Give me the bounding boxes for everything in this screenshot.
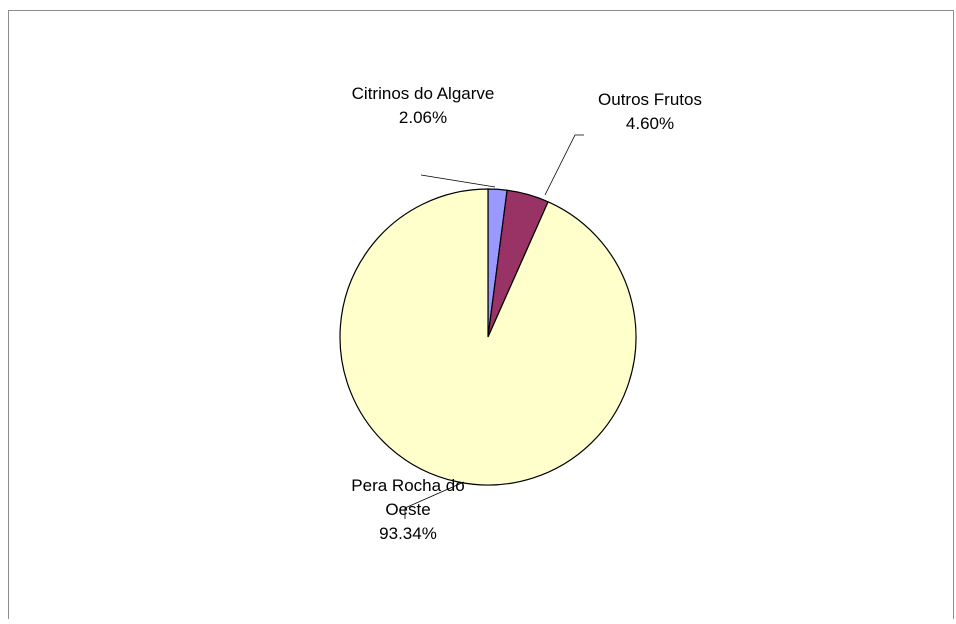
- slice-name-label: Pera Rocha do: [351, 476, 464, 495]
- leader-line: [404, 481, 465, 519]
- pie-chart: Citrinos do Algarve 2.06% Outros Frutos 4.6…: [339, 84, 702, 543]
- slice-name-label: Citrinos do Algarve: [352, 84, 495, 103]
- slice-label: Citrinos do Algarve 2.06%: [352, 84, 495, 127]
- slice-label: Outros Frutos 4.60%: [598, 90, 702, 133]
- leader-line: [544, 134, 584, 196]
- chart-area: Citrinos do Algarve 2.06% Outros Frutos 4.6…: [8, 10, 954, 619]
- slice-name-label: Outros Frutos: [598, 90, 702, 109]
- slice-value-label: 2.06%: [399, 108, 447, 127]
- pie-slice-pera-rocha-do-oeste: [339, 188, 637, 486]
- slice-name-label: Oeste: [385, 500, 430, 519]
- slice-value-label: 4.60%: [626, 114, 674, 133]
- leader-line: [420, 174, 496, 188]
- slice-value-label: 93.34%: [379, 524, 437, 543]
- slice-label: Pera Rocha do Oeste 93.34%: [351, 476, 464, 543]
